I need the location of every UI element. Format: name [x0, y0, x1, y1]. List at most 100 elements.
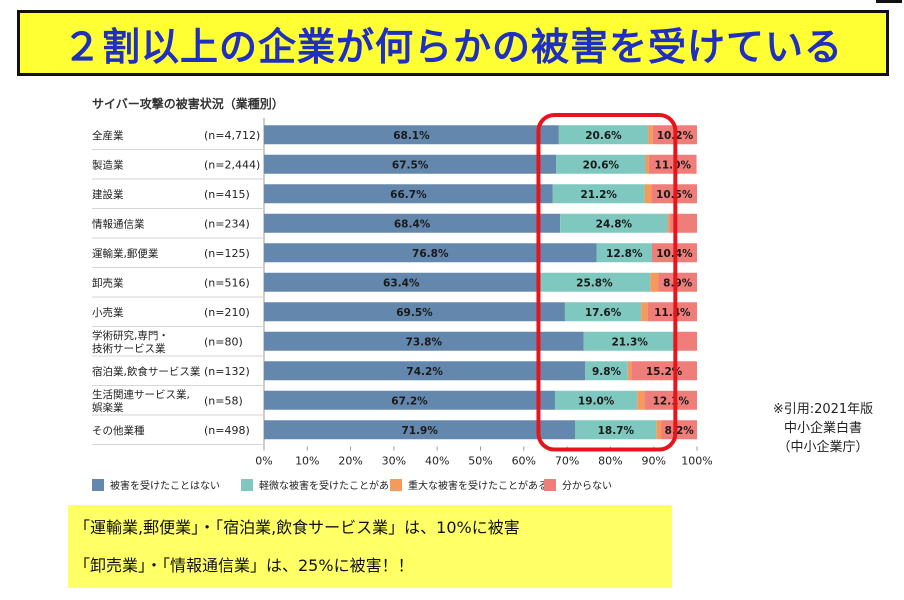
x-tick-label: 60% — [512, 455, 536, 468]
category-label: 製造業 — [92, 158, 124, 171]
summary-line: 「卸売業」・「情報通信業」は、25%に被害！！ — [74, 556, 414, 575]
x-tick-label: 40% — [425, 455, 449, 468]
data-label: 18.7% — [598, 425, 635, 437]
data-label: 17.6% — [585, 307, 622, 319]
category-label: 卸売業 — [92, 276, 124, 289]
bar-segment — [658, 272, 697, 292]
bar-segment — [667, 213, 670, 233]
corner-mark — [876, 0, 902, 3]
bar-segment — [647, 302, 697, 322]
legend-swatch — [390, 479, 402, 491]
x-tick-label: 0% — [255, 455, 272, 468]
x-tick-label: 80% — [598, 455, 622, 468]
bar-segment — [596, 243, 652, 263]
x-tick-label: 90% — [641, 455, 665, 468]
bar-segment — [264, 213, 561, 233]
data-label: 20.6% — [583, 159, 620, 171]
legend-label: 被害を受けたことはない — [110, 479, 220, 492]
bar-segment — [627, 361, 632, 381]
category-label: 全産業 — [92, 129, 124, 142]
bar-segment — [637, 390, 645, 410]
bar-segment — [558, 125, 649, 145]
source-note: ※引用:2021年版 中小企業白書 （中小企業庁） — [748, 400, 898, 457]
x-tick-label: 20% — [338, 455, 362, 468]
summary-box: 「運輸業,郵便業」・「宿泊業,飲食サービス業」は、10%に被害 「卸売業」・「情… — [68, 505, 672, 588]
legend-label: 分からない — [562, 480, 612, 492]
summary-line: 「運輸業,郵便業」・「宿泊業,飲食サービス業」は、10%に被害 — [74, 518, 520, 537]
bar-segment — [556, 154, 646, 174]
category-label: 建設業 — [92, 188, 124, 201]
bar-segment — [583, 331, 676, 351]
bar-segment — [641, 302, 648, 322]
data-label: 21.3% — [611, 336, 648, 348]
sample-size-label: (n=2,444) — [204, 158, 260, 171]
sample-size-label: (n=234) — [204, 217, 250, 230]
bar-segment — [264, 125, 559, 145]
category-label: 運輸業,郵便業 — [92, 247, 159, 260]
data-label: 68.1% — [393, 130, 430, 142]
bar-segment — [656, 420, 662, 440]
bar-segment — [564, 302, 642, 322]
category-label: 技術サービス業 — [92, 342, 166, 355]
bar-segment — [264, 331, 584, 351]
x-tick-label: 50% — [468, 455, 492, 468]
sample-size-label: (n=415) — [204, 188, 250, 201]
data-label: 19.0% — [578, 395, 615, 407]
bar-segment — [552, 184, 645, 204]
data-label: 76.8% — [412, 248, 449, 260]
x-tick-label: 30% — [382, 455, 406, 468]
x-tick-label: 70% — [555, 455, 579, 468]
data-label: 69.5% — [396, 307, 433, 319]
bar-segment — [264, 302, 565, 322]
data-label: 8.9% — [663, 277, 693, 289]
legend-swatch — [241, 479, 253, 491]
legend-swatch — [544, 479, 556, 491]
data-label: 11.4% — [654, 307, 691, 319]
category-label: 宿泊業,飲食サービス業 — [92, 365, 201, 378]
sample-size-label: (n=498) — [204, 424, 250, 437]
x-tick-label: 10% — [295, 455, 319, 468]
category-label: 娯楽業 — [92, 401, 124, 414]
sample-size-label: (n=80) — [204, 335, 243, 348]
bar-segment — [575, 420, 657, 440]
bar-segment — [644, 390, 697, 410]
category-label: 生活関連サービス業, — [92, 388, 190, 401]
data-label: 63.4% — [383, 277, 420, 289]
bar-segment — [645, 154, 649, 174]
bar-segment — [648, 154, 697, 174]
data-label: 8.2% — [665, 425, 695, 437]
sample-size-label: (n=516) — [204, 276, 250, 289]
category-label: 小売業 — [92, 306, 124, 319]
category-label: 学術研究,専門・ — [92, 329, 169, 342]
chart-title: サイバー攻撃の被害状況（業種別） — [92, 96, 284, 111]
bar-segment — [554, 390, 638, 410]
bar-segment — [560, 213, 668, 233]
data-label: 74.2% — [406, 366, 443, 378]
highlight-outline — [536, 113, 678, 452]
bar-segment — [650, 272, 659, 292]
data-label: 66.7% — [390, 189, 427, 201]
data-label: 20.6% — [585, 130, 622, 142]
bar-segment — [644, 184, 652, 204]
bar-segment — [538, 272, 651, 292]
source-line: ※引用:2021年版 — [772, 402, 874, 417]
bar-segment — [648, 125, 653, 145]
category-label: その他業種 — [92, 424, 145, 437]
legend-label: 軽微な被害を受けたことがある — [259, 479, 399, 492]
data-label: 71.9% — [401, 425, 438, 437]
bar-segment — [675, 331, 697, 351]
legend-label: 重大な被害を受けたことがある — [408, 479, 548, 492]
data-label: 25.8% — [576, 277, 613, 289]
data-label: 67.5% — [392, 159, 429, 171]
bar-segment — [585, 361, 628, 381]
x-tick-label: 100% — [681, 455, 712, 468]
legend-swatch — [92, 479, 104, 491]
bar-segment — [264, 243, 597, 263]
source-line: （中小企業庁） — [777, 440, 869, 455]
bar-segment — [631, 361, 697, 381]
source-line: 中小企業白書 — [783, 421, 862, 436]
data-label: 67.2% — [391, 395, 428, 407]
headline-banner: ２割以上の企業が何らかの被害を受けている — [17, 10, 889, 76]
bar-segment — [264, 361, 586, 381]
